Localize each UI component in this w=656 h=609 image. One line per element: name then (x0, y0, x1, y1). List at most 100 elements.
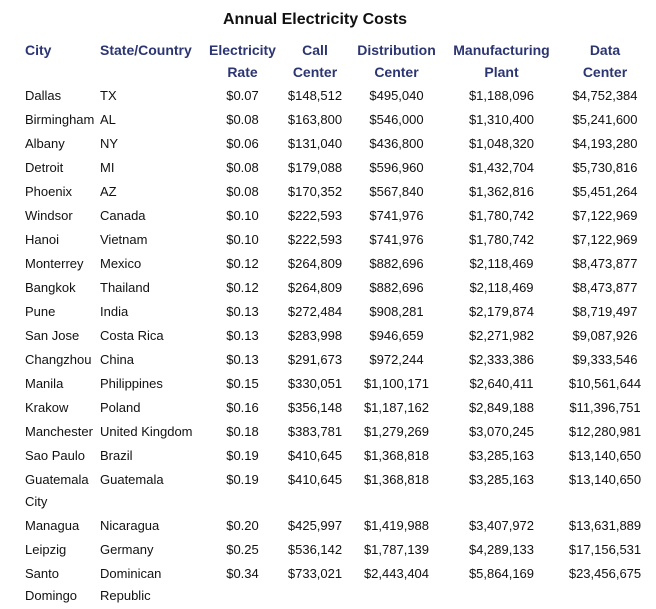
cell-data-center: $23,456,675 (568, 566, 642, 581)
cell-electricity-rate: $0.08 (226, 112, 259, 127)
cell-electricity-rate: $0.08 (226, 184, 259, 199)
cell-manufacturing-plant: $2,640,411 (469, 376, 534, 391)
cell-city: Monterrey (25, 256, 84, 271)
cell-electricity-rate: $0.08 (226, 160, 259, 175)
table-row: Hanoi Vietnam $0.10 $222,593 $741,976 $1,780,… (20, 228, 650, 252)
table-row: Leipzig Germany $0.25 $536,142 $1,787,139 $4,… (20, 538, 650, 562)
cell-distribution-center: $741,976 (369, 208, 424, 223)
cell-electricity-rate: $0.10 (226, 232, 259, 247)
table-row: Sao Paulo Brazil $0.19 $410,645 $1,368,818 $3… (20, 444, 650, 468)
table-row: Changzhou China $0.13 $291,673 $972,244 $2,33… (20, 348, 650, 372)
cell-city: San Jose (25, 328, 80, 343)
cell-state-country: Philippines (100, 376, 163, 391)
cell-call-center: $222,593 (287, 232, 343, 247)
cell-city: Changzhou (25, 352, 92, 367)
cell-data-center: $13,631,889 (568, 518, 642, 533)
cell-state-country: Costa Rica (100, 328, 164, 343)
column-header-data-center: Data Center (582, 42, 628, 80)
cell-data-center: $5,241,600 (572, 112, 638, 127)
cell-data-center: $9,333,546 (572, 352, 638, 367)
cell-distribution-center: $546,000 (369, 112, 424, 127)
cell-call-center: $170,352 (287, 184, 343, 199)
cell-state-country: Dominican Republic (100, 566, 162, 603)
cell-call-center: $356,148 (287, 400, 343, 415)
table-row: Monterrey Mexico $0.12 $264,809 $882,696 $2,1… (20, 252, 650, 276)
cell-manufacturing-plant: $3,070,245 (468, 424, 535, 439)
cell-city: Santo Domingo (25, 566, 78, 603)
cell-state-country: India (100, 304, 129, 319)
table-row: Dallas TX $0.07 $148,512 $495,040 $1,188,096 $… (20, 84, 650, 108)
cell-data-center: $13,140,650 (568, 472, 642, 487)
cell-city: Birmingham (25, 112, 95, 127)
table-row: San Jose Costa Rica $0.13 $283,998 $946,659 $… (20, 324, 650, 348)
cell-call-center: $148,512 (287, 88, 343, 103)
cell-distribution-center: $1,368,818 (363, 472, 430, 487)
cell-distribution-center: $1,100,171 (363, 376, 430, 391)
cell-state-country: Brazil (100, 448, 133, 463)
cell-city: Windsor (25, 208, 73, 223)
table-row: Phoenix AZ $0.08 $170,352 $567,840 $1,362,816… (20, 180, 650, 204)
cell-data-center: $13,140,650 (568, 448, 642, 463)
cell-state-country: United Kingdom (100, 424, 193, 439)
table-row: Birmingham AL $0.08 $163,800 $546,000 $1,310,… (20, 108, 650, 132)
cell-call-center: $425,997 (287, 518, 343, 533)
cell-call-center: $264,809 (287, 280, 343, 295)
cell-distribution-center: $1,368,818 (363, 448, 430, 463)
cell-city: Detroit (25, 160, 64, 175)
cell-data-center: $7,122,969 (572, 208, 638, 223)
cell-call-center: $291,673 (287, 352, 343, 367)
cell-electricity-rate: $0.07 (226, 88, 259, 103)
cell-distribution-center: $1,787,139 (363, 542, 430, 557)
cell-data-center: $4,752,384 (572, 88, 638, 103)
column-header-city: City (25, 42, 52, 58)
cell-state-country: AL (100, 112, 116, 127)
cell-manufacturing-plant: $2,333,386 (468, 352, 535, 367)
cell-state-country: Thailand (100, 280, 150, 295)
cell-electricity-rate: $0.18 (226, 424, 259, 439)
cell-state-country: China (100, 352, 134, 367)
cell-call-center: $283,998 (287, 328, 343, 343)
cell-data-center: $10,561,644 (568, 376, 642, 391)
table-row: Windsor Canada $0.10 $222,593 $741,976 $1,780… (20, 204, 650, 228)
cell-data-center: $7,122,969 (572, 232, 638, 247)
cell-electricity-rate: $0.13 (226, 352, 259, 367)
cell-manufacturing-plant: $3,407,972 (468, 518, 535, 533)
cell-manufacturing-plant: $3,285,163 (468, 472, 535, 487)
cell-manufacturing-plant: $2,179,874 (468, 304, 535, 319)
cell-electricity-rate: $0.25 (226, 542, 259, 557)
cell-city: Manchester (25, 424, 93, 439)
cell-city: Bangkok (25, 280, 76, 295)
cell-city: Dallas (25, 88, 62, 103)
cell-city: Pune (25, 304, 56, 319)
column-header-manufacturing-plant: Manufacturing Plant (453, 42, 550, 80)
cell-call-center: $222,593 (287, 208, 343, 223)
cell-city: Hanoi (25, 232, 59, 247)
table-row: Manchester United Kingdom $0.18 $383,781 $1,… (20, 420, 650, 444)
cell-electricity-rate: $0.12 (226, 280, 259, 295)
header-row: City State/Country Electricity Rate Call Cent… (20, 38, 650, 84)
cell-distribution-center: $908,281 (369, 304, 424, 319)
cell-distribution-center: $741,976 (369, 232, 424, 247)
cell-manufacturing-plant: $1,362,816 (468, 184, 535, 199)
cell-electricity-rate: $0.10 (226, 208, 259, 223)
cell-state-country: Canada (100, 208, 146, 223)
column-header-electricity-rate: Electricity Rate (209, 42, 276, 80)
cell-data-center: $8,719,497 (572, 304, 638, 319)
cell-manufacturing-plant: $1,780,742 (468, 232, 535, 247)
cell-data-center: $8,473,877 (572, 280, 638, 295)
table-row: Santo Domingo Dominican Republic $0.34 $733… (20, 562, 650, 608)
cell-distribution-center: $1,187,162 (363, 400, 430, 415)
cell-manufacturing-plant: $4,289,133 (468, 542, 535, 557)
cell-manufacturing-plant: $2,271,982 (468, 328, 535, 343)
column-header-state-country: State/Country (100, 42, 192, 58)
cell-state-country: Mexico (100, 256, 142, 271)
table-row: Managua Nicaragua $0.20 $425,997 $1,419,988 $… (20, 514, 650, 538)
cell-electricity-rate: $0.15 (226, 376, 259, 391)
cell-call-center: $410,645 (287, 448, 343, 463)
cell-manufacturing-plant: $2,118,469 (469, 280, 534, 295)
cell-state-country: Poland (100, 400, 141, 415)
cell-manufacturing-plant: $5,864,169 (468, 566, 535, 581)
cell-state-country: TX (100, 88, 117, 103)
cell-city: Phoenix (25, 184, 72, 199)
cell-distribution-center: $567,840 (369, 184, 424, 199)
